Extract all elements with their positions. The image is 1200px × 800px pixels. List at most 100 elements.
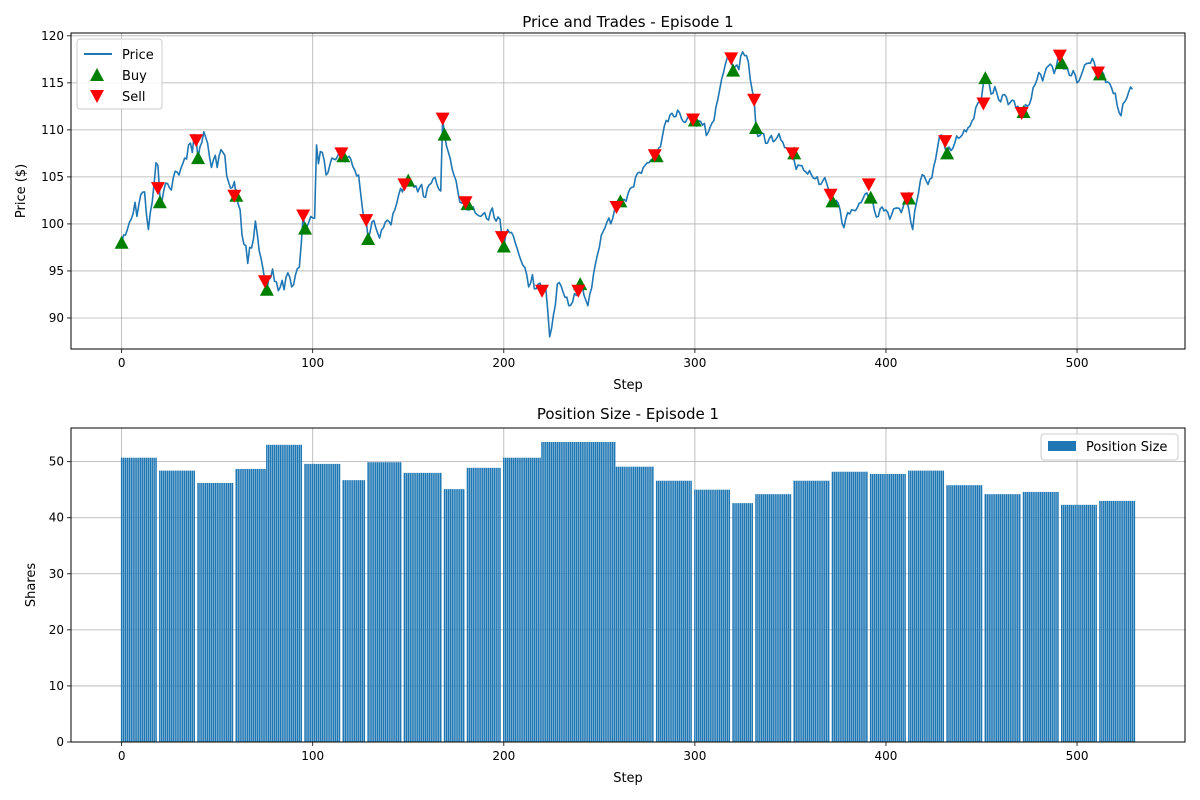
position-bar [1108, 500, 1111, 742]
position-bar [214, 482, 217, 742]
position-bar [1057, 491, 1059, 742]
position-bar [449, 489, 452, 742]
position-bar [1087, 504, 1090, 742]
position-bar [162, 470, 165, 742]
position-chart: Position Size - Episode 1 0 100 200 300 400 5… [24, 405, 1186, 786]
position-bar [978, 485, 981, 742]
position-bar [346, 480, 348, 742]
position-bar [894, 473, 897, 742]
position-bar [665, 480, 667, 742]
position-bar [151, 457, 153, 742]
position-bar [172, 470, 174, 742]
position-bar [696, 489, 698, 742]
sell-marker [1091, 66, 1106, 80]
position-bar [122, 457, 125, 742]
position-bar [434, 472, 436, 742]
position-bar [812, 480, 815, 742]
position-bar [806, 480, 809, 742]
position-bar [745, 503, 748, 742]
position-bar [321, 463, 324, 742]
position-bar [568, 442, 570, 742]
position-bar [617, 466, 620, 742]
position-bar [827, 480, 830, 742]
position-bar [418, 472, 421, 742]
position-bar [428, 472, 431, 742]
position-bar [675, 480, 677, 742]
position-bar [1122, 500, 1124, 742]
position-bar [1127, 500, 1130, 742]
position-bar [224, 482, 226, 742]
position-bar [965, 485, 967, 742]
position-bar [138, 457, 140, 742]
position-bar [386, 462, 388, 742]
position-bar [738, 503, 740, 742]
position-bar [409, 472, 411, 742]
position-bar [348, 480, 350, 742]
position-bar [728, 489, 731, 742]
position-bar [610, 442, 612, 742]
position-bar [289, 444, 291, 742]
position-bar [707, 489, 710, 742]
position-bar [541, 442, 543, 742]
position-bar [147, 457, 150, 742]
position-legend: Position Size [1040, 433, 1179, 461]
position-y-axis-label: Shares [24, 563, 39, 608]
position-bar [317, 463, 320, 742]
position-bar [615, 466, 618, 742]
position-bar [512, 457, 515, 742]
position-bar [174, 470, 176, 742]
position-bar [680, 480, 683, 742]
position-bar [525, 457, 528, 742]
position-bar [835, 471, 838, 742]
position-bar [518, 457, 520, 742]
position-bar [957, 485, 960, 742]
position-bar [218, 482, 220, 742]
legend-sell-label: Sell [122, 90, 145, 105]
position-bar [1032, 491, 1034, 742]
position-bar [749, 503, 752, 742]
position-bar [1095, 504, 1097, 742]
position-bar [235, 468, 238, 742]
position-bar [231, 482, 234, 742]
position-bar [999, 494, 1002, 742]
position-bar [892, 473, 895, 742]
position-bar [724, 489, 727, 742]
buy-marker [1054, 56, 1069, 70]
position-bar [396, 462, 398, 742]
position-bar [141, 457, 144, 742]
position-bar [627, 466, 629, 742]
position-bar [1078, 504, 1080, 742]
price-ticks: 0 100 200 300 400 500 90 95 100 105 110 115 120 [41, 29, 1088, 370]
sell-marker [747, 93, 762, 107]
position-bar [546, 442, 549, 742]
position-bar [472, 467, 474, 742]
sell-marker [535, 284, 550, 298]
position-bar [703, 489, 706, 742]
sell-marker [334, 147, 349, 161]
position-bars [120, 442, 1136, 742]
position-bar [478, 467, 480, 742]
position-bar [208, 482, 211, 742]
position-bar [246, 468, 249, 742]
position-bar [229, 482, 232, 742]
position-bar [908, 470, 910, 742]
position-bar [1110, 500, 1113, 742]
position-bar [606, 442, 608, 742]
position-bar [573, 442, 576, 742]
sell-marker [785, 147, 800, 161]
position-bar [411, 472, 413, 742]
position-bar [264, 468, 266, 742]
position-bar [439, 472, 442, 742]
position-bar [298, 444, 301, 742]
position-bar [1049, 491, 1052, 742]
position-bar [168, 470, 171, 742]
position-bar [548, 442, 551, 742]
position-bar [390, 462, 392, 742]
position-bar [1036, 491, 1038, 742]
position-bar [764, 494, 767, 742]
buy-marker [437, 127, 452, 141]
sell-marker [724, 52, 739, 66]
position-bar [963, 485, 966, 742]
position-bar [491, 467, 494, 742]
